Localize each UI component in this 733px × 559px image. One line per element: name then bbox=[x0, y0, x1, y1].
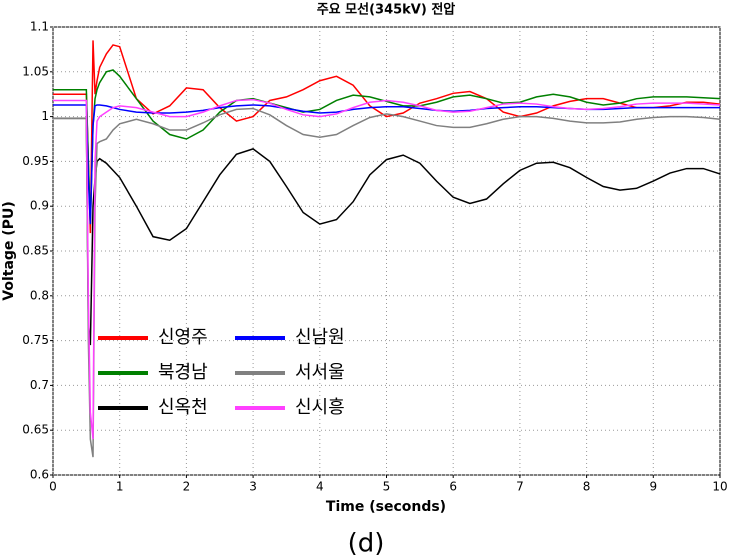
x-tick-label: 8 bbox=[583, 480, 591, 494]
legend-label: 서서울 bbox=[295, 362, 345, 383]
x-tick-label: 10 bbox=[712, 480, 727, 494]
y-tick-label: 0.6 bbox=[30, 468, 49, 482]
x-tick-label: 1 bbox=[116, 480, 124, 494]
y-tick-label: 0.75 bbox=[22, 333, 49, 347]
legend-label: 신남원 bbox=[295, 327, 345, 348]
x-tick-label: 7 bbox=[516, 480, 524, 494]
series-line bbox=[53, 117, 721, 346]
y-tick-label: 1 bbox=[41, 109, 49, 123]
chart-title: 주요 모선(345kV) 전압 bbox=[317, 2, 456, 18]
x-tick-label: 9 bbox=[649, 480, 657, 494]
legend-label: 북경남 bbox=[158, 362, 208, 383]
y-tick-label: 1.05 bbox=[22, 64, 49, 78]
y-tick-label: 0.85 bbox=[22, 244, 49, 258]
x-tick-label: 2 bbox=[183, 480, 191, 494]
y-tick-label: 0.65 bbox=[22, 423, 49, 437]
x-tick-label: 3 bbox=[249, 480, 257, 494]
series-line bbox=[53, 69, 721, 225]
x-tick-label: 6 bbox=[449, 480, 457, 494]
caption: (d) bbox=[348, 529, 385, 559]
y-tick-label: 0.9 bbox=[30, 199, 49, 213]
y-tick-label: 0.7 bbox=[30, 378, 49, 392]
y-tick-label: 0.95 bbox=[22, 154, 49, 168]
series-line bbox=[53, 107, 721, 458]
x-tick-label: 5 bbox=[383, 480, 391, 494]
y-axis-label: Voltage (PU) bbox=[1, 201, 17, 300]
x-axis-label: Time (seconds) bbox=[326, 499, 446, 515]
legend-label: 신옥천 bbox=[158, 397, 208, 418]
series-line bbox=[53, 98, 721, 440]
legend-label: 신시흥 bbox=[295, 397, 345, 418]
y-tick-label: 0.8 bbox=[30, 288, 49, 302]
series-line bbox=[53, 40, 721, 234]
y-tick-label: 1.1 bbox=[30, 20, 49, 34]
x-tick-label: 4 bbox=[316, 480, 324, 494]
x-tick-label: 0 bbox=[49, 480, 57, 494]
legend-label: 신영주 bbox=[158, 327, 208, 348]
